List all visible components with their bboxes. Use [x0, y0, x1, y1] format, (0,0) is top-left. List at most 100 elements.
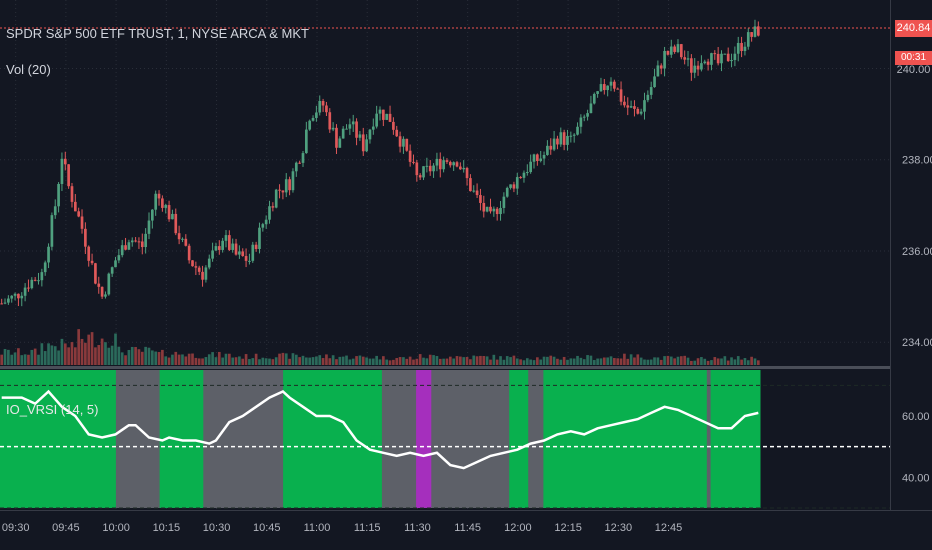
candle-body[interactable] [120, 245, 124, 256]
candle-body[interactable] [194, 266, 198, 268]
candle-body[interactable] [27, 287, 30, 289]
candle-body[interactable] [63, 158, 67, 165]
candle-body[interactable] [191, 260, 194, 267]
candle-body[interactable] [398, 136, 402, 147]
candle-body[interactable] [308, 120, 312, 130]
candle-body[interactable] [264, 219, 268, 225]
candle-body[interactable] [17, 293, 20, 299]
candle-body[interactable] [107, 273, 111, 295]
candle-body[interactable] [710, 53, 713, 65]
candle-body[interactable] [743, 46, 747, 52]
candle-body[interactable] [676, 44, 680, 52]
candle-body[interactable] [238, 251, 241, 255]
candle-body[interactable] [214, 246, 218, 251]
candle-body[interactable] [164, 205, 168, 208]
candle-body[interactable] [204, 267, 208, 280]
candle-body[interactable] [730, 60, 733, 62]
candle-body[interactable] [114, 260, 117, 268]
candle-body[interactable] [649, 87, 653, 95]
candle-body[interactable] [177, 233, 181, 240]
candle-body[interactable] [23, 287, 27, 296]
candle-body[interactable] [315, 112, 318, 118]
candle-body[interactable] [37, 280, 40, 282]
candle-body[interactable] [542, 154, 546, 159]
candle-body[interactable] [438, 158, 442, 170]
candle-body[interactable] [756, 26, 760, 36]
candlesticks[interactable] [0, 19, 760, 307]
candle-body[interactable] [502, 196, 506, 208]
candle-body[interactable] [432, 165, 435, 172]
candle-body[interactable] [586, 113, 589, 117]
candle-body[interactable] [489, 206, 492, 212]
candle-body[interactable] [90, 260, 94, 264]
candle-body[interactable] [395, 129, 399, 137]
candle-body[interactable] [646, 94, 650, 101]
candle-body[interactable] [187, 245, 191, 261]
candle-body[interactable] [629, 106, 633, 108]
candle-body[interactable] [57, 183, 60, 207]
candle-body[interactable] [643, 100, 646, 112]
candle-body[interactable] [331, 127, 335, 130]
candle-body[interactable] [73, 201, 77, 212]
candle-body[interactable] [181, 238, 184, 240]
candle-body[interactable] [244, 256, 248, 261]
candle-body[interactable] [703, 61, 707, 64]
candle-body[interactable] [740, 42, 743, 52]
candle-body[interactable] [512, 184, 516, 189]
candle-body[interactable] [412, 161, 415, 163]
candle-body[interactable] [368, 129, 372, 140]
candle-body[interactable] [459, 166, 462, 170]
candle-body[interactable] [428, 165, 432, 172]
candle-body[interactable] [505, 187, 509, 197]
candle-body[interactable] [726, 53, 730, 62]
candle-body[interactable] [750, 32, 753, 37]
candle-body[interactable] [613, 81, 616, 89]
candle-body[interactable] [70, 186, 74, 202]
candle-body[interactable] [713, 53, 717, 55]
candle-body[interactable] [693, 65, 697, 73]
candle-body[interactable] [3, 302, 7, 304]
candle-body[interactable] [469, 178, 472, 192]
candle-body[interactable] [241, 251, 245, 257]
candle-body[interactable] [97, 283, 101, 287]
candle-body[interactable] [134, 240, 137, 242]
candle-body[interactable] [455, 162, 459, 167]
candle-body[interactable] [382, 109, 385, 120]
candle-body[interactable] [251, 244, 255, 261]
candle-body[interactable] [167, 205, 171, 220]
candle-body[interactable] [207, 258, 211, 268]
candle-body[interactable] [77, 211, 81, 217]
candle-body[interactable] [479, 195, 482, 203]
candle-body[interactable] [154, 193, 158, 210]
candle-body[interactable] [274, 189, 278, 208]
candle-body[interactable] [589, 103, 593, 114]
candle-body[interactable] [720, 53, 723, 64]
candle-body[interactable] [117, 255, 121, 261]
candle-body[interactable] [736, 42, 740, 54]
indicator-label[interactable]: IO_VRSI (14, 5) [6, 402, 99, 417]
candle-body[interactable] [174, 213, 178, 234]
candle-body[interactable] [87, 246, 91, 261]
candle-body[interactable] [140, 241, 144, 248]
candle-body[interactable] [569, 135, 573, 137]
candle-body[interactable] [519, 177, 522, 179]
candle-body[interactable] [231, 243, 235, 250]
candle-body[interactable] [30, 279, 34, 289]
candle-body[interactable] [338, 138, 342, 148]
candle-body[interactable] [733, 53, 737, 61]
candle-body[interactable] [700, 63, 703, 70]
candle-body[interactable] [137, 241, 141, 243]
candle-body[interactable] [130, 240, 134, 243]
candle-body[interactable] [171, 213, 174, 220]
candle-body[interactable] [616, 88, 620, 90]
candle-body[interactable] [0, 303, 4, 305]
candle-body[interactable] [50, 215, 54, 247]
candle-body[interactable] [110, 267, 114, 274]
candle-body[interactable] [325, 105, 328, 113]
candle-body[interactable] [20, 295, 24, 299]
candle-body[interactable] [405, 138, 409, 151]
candle-body[interactable] [348, 124, 352, 129]
candle-body[interactable] [656, 65, 660, 77]
candle-body[interactable] [84, 228, 87, 247]
